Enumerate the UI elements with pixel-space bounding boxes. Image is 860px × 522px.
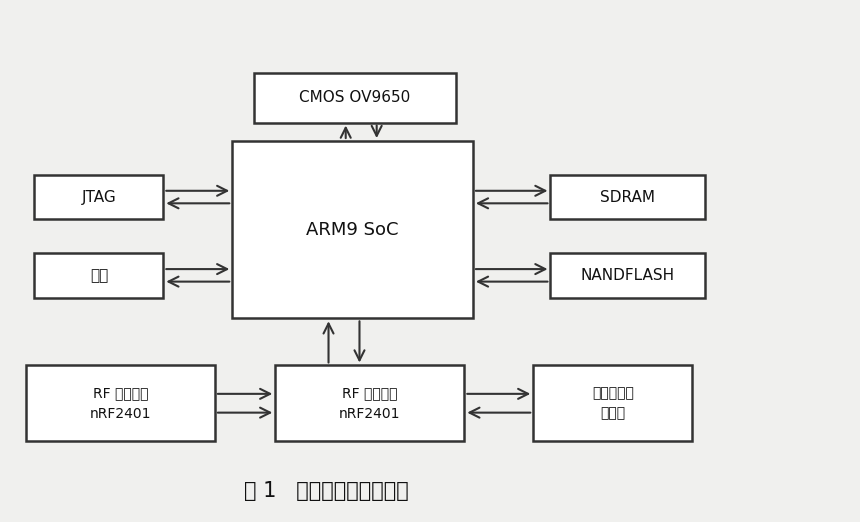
Bar	[550, 175, 705, 219]
Bar	[34, 253, 163, 298]
Bar	[550, 253, 705, 298]
Text: 串口: 串口	[89, 268, 108, 283]
Text: CMOS OV9650: CMOS OV9650	[299, 90, 410, 105]
Text: RF 发射模块
nRF2401: RF 发射模块 nRF2401	[89, 386, 151, 421]
Bar	[26, 365, 215, 441]
Bar	[275, 365, 464, 441]
Text: JTAG: JTAG	[82, 189, 116, 205]
Bar	[34, 175, 163, 219]
Text: ARM9 SoC: ARM9 SoC	[306, 221, 399, 239]
Text: NANDFLASH: NANDFLASH	[580, 268, 675, 283]
Text: 视频服务器
处理端: 视频服务器 处理端	[592, 386, 634, 421]
Bar	[254, 73, 456, 123]
Bar	[533, 365, 692, 441]
Text: RF 接收模块
nRF2401: RF 接收模块 nRF2401	[339, 386, 401, 421]
Text: SDRAM: SDRAM	[600, 189, 655, 205]
Bar	[232, 141, 473, 318]
Text: 图 1   整个系统的硬件框图: 图 1 整个系统的硬件框图	[244, 481, 409, 501]
